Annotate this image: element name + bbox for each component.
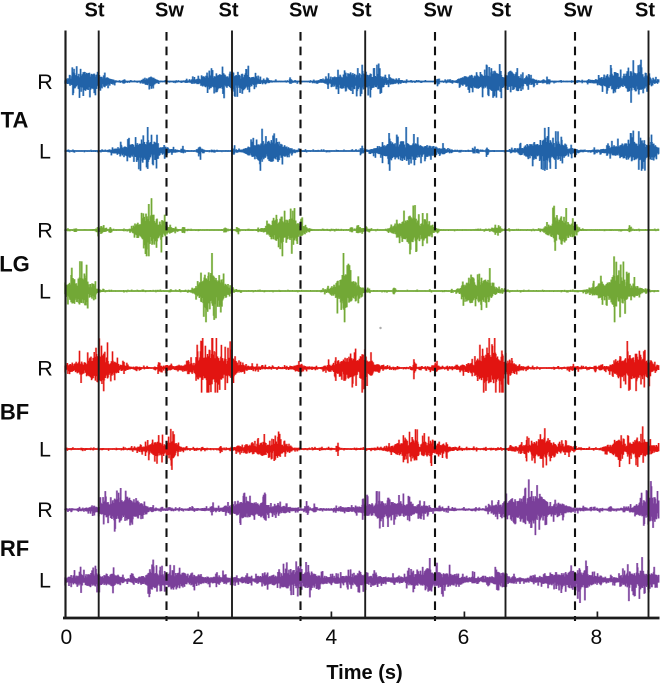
svg-text:LG: LG: [0, 252, 30, 277]
svg-text:2: 2: [192, 626, 204, 649]
svg-text:L: L: [39, 569, 51, 593]
svg-text:R: R: [37, 219, 53, 243]
svg-text:TA: TA: [1, 107, 29, 132]
svg-text:L: L: [39, 438, 51, 462]
svg-text:4: 4: [326, 626, 338, 649]
svg-text:L: L: [39, 280, 51, 304]
svg-text:Time (s): Time (s): [326, 662, 402, 684]
svg-text:Sw: Sw: [289, 0, 318, 22]
svg-text:St: St: [352, 0, 372, 22]
svg-text:St: St: [219, 0, 239, 22]
svg-text:Sw: Sw: [155, 0, 184, 22]
svg-text:St: St: [635, 0, 655, 22]
svg-text:RF: RF: [0, 536, 29, 561]
svg-text:BF: BF: [0, 400, 29, 425]
svg-text:8: 8: [591, 626, 603, 649]
svg-text:R: R: [37, 70, 53, 94]
svg-text:St: St: [85, 0, 105, 22]
svg-text:Sw: Sw: [564, 0, 593, 22]
svg-text:L: L: [39, 140, 51, 164]
svg-text:6: 6: [458, 626, 470, 649]
svg-text:Sw: Sw: [424, 0, 453, 22]
svg-text:St: St: [491, 0, 511, 22]
svg-text:R: R: [37, 357, 53, 381]
svg-text:R: R: [37, 498, 53, 522]
svg-text:0: 0: [60, 626, 72, 649]
